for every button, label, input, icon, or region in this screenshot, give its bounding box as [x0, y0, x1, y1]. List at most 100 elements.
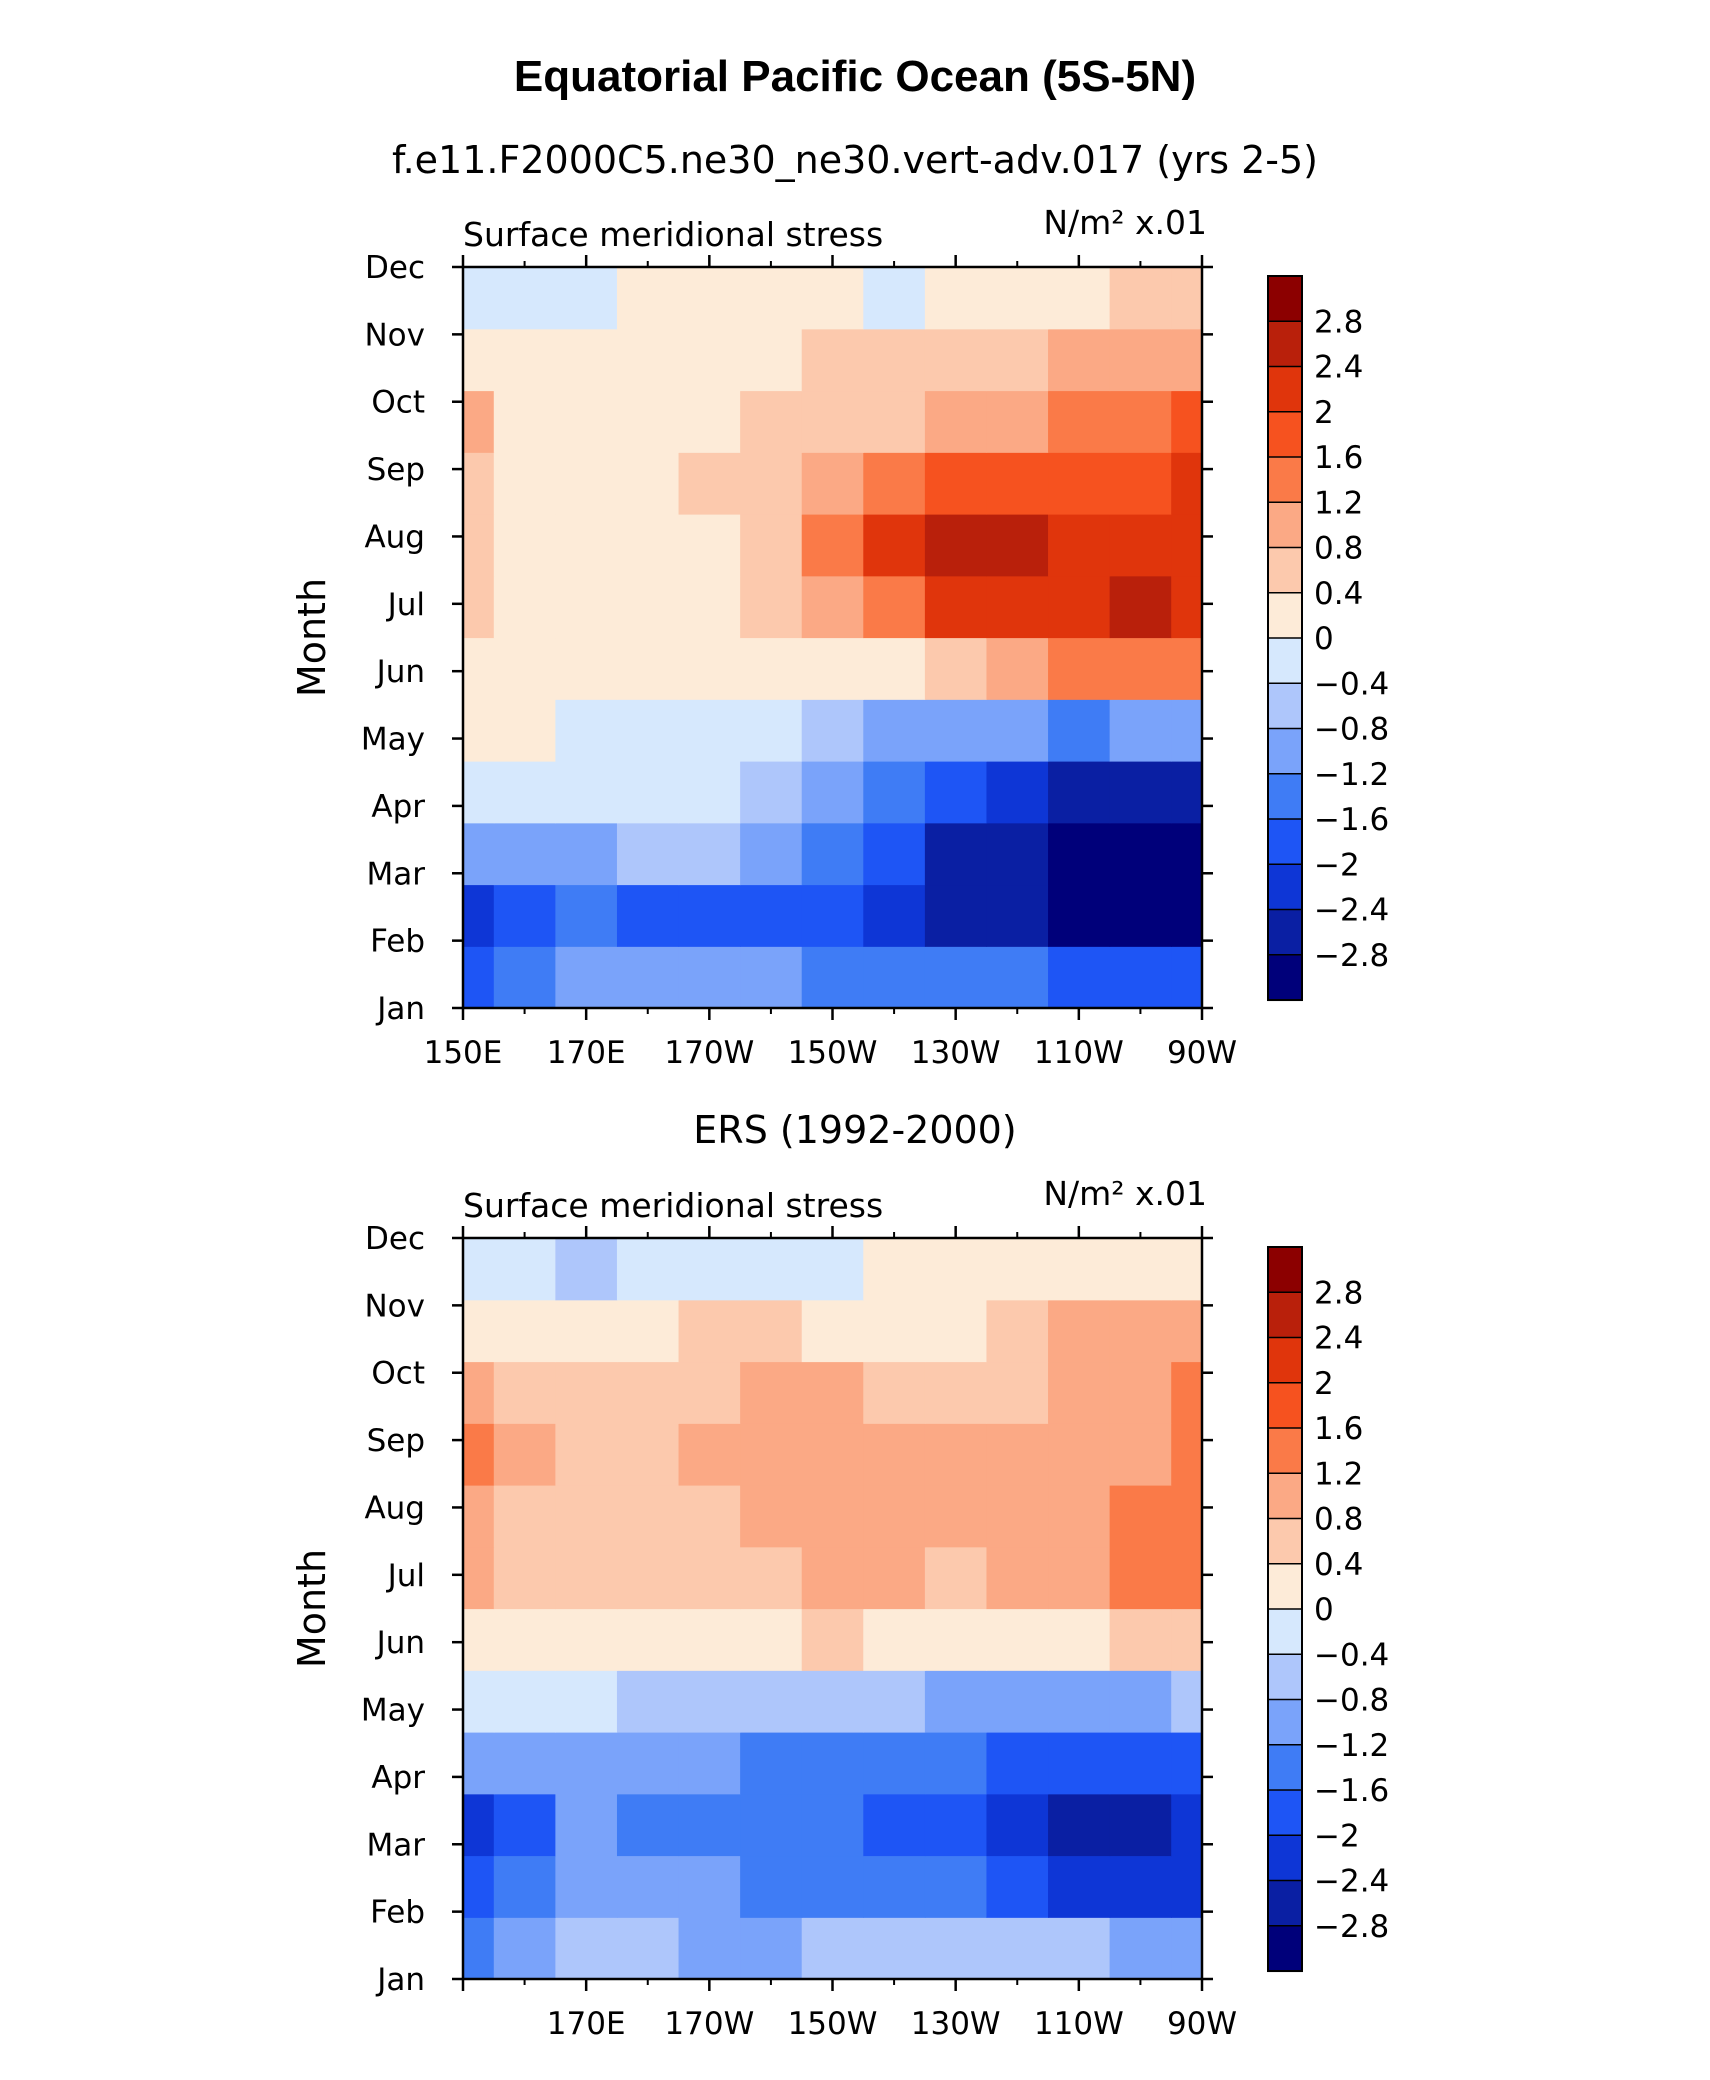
colorbar-label: −2 — [1314, 847, 1360, 883]
heatmap-cell — [924, 514, 988, 577]
heatmap-cell — [740, 1299, 803, 1363]
heatmap-cell — [924, 1361, 988, 1424]
heatmap-cell — [986, 390, 1049, 453]
heatmap-cell — [1048, 699, 1111, 762]
heatmap-cell — [801, 267, 864, 330]
heatmap-cell — [924, 452, 988, 515]
heatmap-cell — [678, 267, 741, 330]
heatmap-cell — [1048, 1299, 1111, 1363]
heatmap-cell — [1109, 761, 1172, 824]
heatmap-cell — [555, 452, 618, 515]
heatmap-cell — [493, 328, 556, 392]
heatmap-cell — [1048, 761, 1111, 824]
colorbar-label: −0.8 — [1314, 712, 1389, 748]
colorbar-label: −1.6 — [1314, 1773, 1389, 1809]
colorbar-label: 1.6 — [1314, 1411, 1363, 1447]
heatmap-cell — [740, 1917, 803, 1980]
heatmap-cell — [863, 637, 926, 700]
heatmap-cell — [493, 1423, 556, 1486]
y-tick-label: Jan — [375, 991, 425, 1027]
heatmap-cell — [740, 575, 803, 639]
heatmap-cell — [863, 452, 926, 515]
colorbar-label: 2 — [1314, 395, 1334, 431]
heatmap-cell — [493, 1608, 556, 1671]
heatmap-cell — [616, 1732, 680, 1795]
heatmap-cell — [1171, 390, 1203, 453]
heatmap-cell — [740, 1670, 803, 1733]
heatmap-cell — [493, 1546, 556, 1610]
heatmap-cell — [1109, 575, 1172, 639]
heatmap-cell — [1048, 390, 1111, 453]
heatmap-cell — [801, 575, 864, 639]
colorbar-segment — [1267, 1653, 1303, 1701]
heatmap-cell — [986, 637, 1049, 700]
heatmap-cell — [740, 761, 803, 824]
heatmap-cell — [924, 1793, 988, 1857]
heatmap-cell — [924, 1670, 988, 1733]
y-tick-label: Jun — [375, 654, 425, 690]
heatmap-cell — [463, 1546, 495, 1610]
heatmap-cell — [801, 390, 864, 453]
heatmap-cell — [740, 699, 803, 762]
heatmap-cell — [801, 1793, 864, 1857]
heatmap-cell — [1048, 1793, 1111, 1857]
colorbar-label: 2.8 — [1314, 1275, 1363, 1311]
heatmap-cell — [924, 699, 988, 762]
heatmap-cell — [863, 267, 926, 330]
heatmap-cell — [678, 637, 741, 700]
y-tick-label: Sep — [367, 1423, 425, 1459]
colorbar-label: 0 — [1314, 621, 1334, 657]
heatmap-cell — [555, 1238, 618, 1301]
heatmap-cell — [801, 1732, 864, 1795]
colorbar-segment — [1267, 1427, 1303, 1475]
heatmap-cell — [493, 1485, 556, 1548]
heatmap-cell — [863, 1732, 926, 1795]
heatmap-cell — [555, 1670, 618, 1733]
colorbar-segment — [1267, 275, 1303, 323]
heatmap-cell — [863, 1855, 926, 1918]
heatmap-cell — [1109, 637, 1172, 700]
colorbar-label: 0.8 — [1314, 531, 1363, 567]
colorbar-label: −0.4 — [1314, 1637, 1389, 1673]
variable-label: Surface meridional stress — [463, 1186, 883, 1225]
y-tick-label: Jul — [386, 587, 425, 623]
colorbar-label: 2.8 — [1314, 304, 1363, 340]
colorbar-label: 0.8 — [1314, 1502, 1363, 1538]
heatmap-cell — [463, 328, 495, 392]
heatmap-cell — [1171, 267, 1203, 330]
heatmap-cell — [986, 761, 1049, 824]
heatmap-cell — [463, 1855, 495, 1918]
y-tick-label: Nov — [364, 317, 425, 353]
y-tick-label: Nov — [364, 1288, 425, 1324]
colorbar-segment — [1267, 727, 1303, 775]
heatmap-cell — [616, 884, 680, 947]
heatmap-cell — [801, 1485, 864, 1548]
heatmap-cell — [1048, 1485, 1111, 1548]
heatmap-cell — [863, 1793, 926, 1857]
colorbar-segment — [1267, 1517, 1303, 1565]
heatmap-cell — [616, 1917, 680, 1980]
heatmap-cell — [1171, 761, 1203, 824]
heatmap-cell — [463, 575, 495, 639]
heatmap-cell — [493, 637, 556, 700]
heatmap-cell — [555, 761, 618, 824]
heatmap-cell — [1109, 884, 1172, 947]
heatmap-cell — [986, 1299, 1049, 1363]
heatmap-cell — [801, 761, 864, 824]
heatmap-cell — [801, 1917, 864, 1980]
heatmap-cell — [740, 1608, 803, 1671]
colorbar-label: −2.4 — [1314, 893, 1389, 929]
heatmap-cell — [493, 267, 556, 330]
heatmap-cell — [555, 822, 618, 886]
heatmap-cell — [1109, 1361, 1172, 1424]
heatmap-cell — [863, 1238, 926, 1301]
colorbar-label: 2 — [1314, 1366, 1334, 1402]
colorbar-label: −1.2 — [1314, 757, 1389, 793]
heatmap-cell — [1171, 452, 1203, 515]
heatmap-cell — [1171, 514, 1203, 577]
panel-2-title: ERS (1992-2000) — [693, 1108, 1017, 1152]
heatmap-cell — [1048, 1423, 1111, 1486]
y-tick-label: Dec — [365, 1221, 425, 1257]
heatmap-cell — [555, 1485, 618, 1548]
